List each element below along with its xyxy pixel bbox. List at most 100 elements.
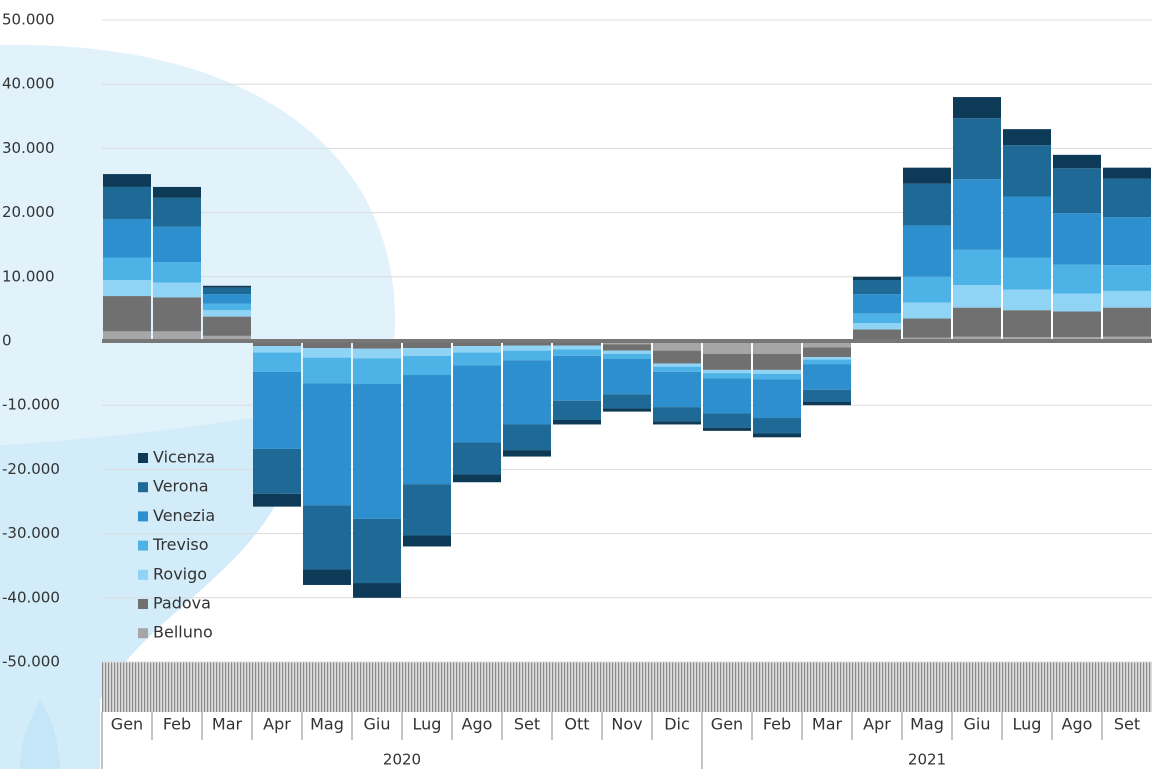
bar-segment (803, 359, 851, 365)
bar-segment (753, 373, 801, 380)
bar-segment (103, 257, 151, 281)
bar-segment (603, 353, 651, 359)
bar-segment (153, 297, 201, 332)
bar-segment (453, 352, 501, 366)
y-tick-label: -40.000 (2, 588, 60, 606)
bar-segment (953, 249, 1001, 286)
bar-segment (503, 342, 551, 346)
bar-segment (803, 364, 851, 390)
bar-segment (753, 353, 801, 370)
bar-segment (103, 219, 151, 258)
bar-segment (953, 307, 1001, 337)
bar-segment (903, 183, 951, 226)
bar-segment (903, 276, 951, 303)
bar-segment (703, 369, 751, 374)
bar-segment (103, 280, 151, 297)
bar-segment (1103, 178, 1151, 218)
bar-segment (253, 448, 301, 494)
bar-segment (753, 341, 801, 354)
bar-segment (153, 226, 201, 263)
x-tick-label: Lug (413, 715, 442, 734)
bar-segment (553, 342, 601, 346)
bar-segment (1103, 265, 1151, 291)
bar-segment (403, 484, 451, 536)
x-tick-label: Gen (111, 715, 143, 734)
bar-segment (353, 342, 401, 349)
bar-segment (553, 349, 601, 356)
y-tick-label: 0 (2, 332, 12, 350)
bar-segment (653, 366, 701, 372)
x-tick-label: Feb (163, 715, 191, 734)
legend-swatch (138, 599, 148, 609)
bar-segment (603, 408, 651, 412)
bar-segment (353, 384, 401, 519)
y-tick-label: 50.000 (2, 11, 55, 29)
bar-segment (453, 474, 501, 483)
bar-segment (1003, 257, 1051, 290)
bar-segment (803, 347, 851, 358)
x-tick-label: Mar (212, 715, 243, 734)
y-tick-label: -50.000 (2, 653, 60, 671)
bar-segment (853, 280, 901, 295)
bar-segment (353, 348, 401, 359)
x-tick-label: Giu (964, 715, 991, 734)
bar-segment (503, 350, 551, 361)
x-tick-label: Apr (863, 715, 891, 734)
bar-segment (553, 400, 601, 420)
legend-swatch (138, 569, 148, 580)
bar-segment (253, 346, 301, 353)
bar-segment (203, 287, 251, 295)
bar-segment (853, 294, 901, 314)
bar-segment (553, 345, 601, 350)
bar-segment (903, 318, 951, 338)
bar-segment (553, 355, 601, 401)
bar-segment (303, 357, 351, 384)
bar-segment (453, 442, 501, 475)
bar-segment (503, 450, 551, 457)
legend-label: Vicenza (153, 448, 215, 467)
bar-segment (753, 369, 801, 374)
bar-segment (953, 285, 1001, 308)
bar-segment (303, 342, 351, 349)
bar-segment (1003, 145, 1051, 197)
bar-segment (103, 174, 151, 187)
legend-swatch (138, 453, 148, 463)
bar-segment (1103, 307, 1151, 337)
bar-segment (1003, 129, 1051, 146)
bar-segment (353, 358, 401, 385)
x-tick-label: Giu (364, 715, 391, 734)
x-tick-label: Set (1114, 715, 1140, 734)
bar-segment (503, 424, 551, 451)
bar-segment (703, 353, 751, 370)
bar-segment (153, 282, 201, 298)
bar-segment (953, 336, 1001, 341)
x-tick-label: Ott (564, 715, 589, 734)
legend-label: Padova (153, 594, 211, 613)
bar-segment (203, 303, 251, 311)
bar-segment (853, 276, 901, 281)
bar-segment (1053, 264, 1101, 294)
bar-segment (853, 323, 901, 330)
bar-segment (703, 373, 751, 379)
bar-segment (303, 348, 351, 358)
bar-segment (253, 493, 301, 507)
bar-segment (403, 355, 451, 376)
year-label: 2021 (908, 751, 946, 769)
year-label: 2020 (383, 751, 421, 769)
y-tick-label: -10.000 (2, 396, 60, 414)
bar-segment (803, 389, 851, 402)
y-tick-label: -20.000 (2, 460, 60, 478)
bar-segment (653, 407, 701, 422)
decorative-band (102, 662, 1152, 712)
bar-segment (103, 331, 151, 341)
bar-segment (303, 569, 351, 585)
bar-segment (653, 350, 701, 364)
x-tick-label: Mag (310, 715, 344, 734)
bar-segment (603, 358, 651, 395)
bar-segment (803, 401, 851, 406)
bar-segment (653, 371, 701, 408)
y-tick-label: -30.000 (2, 524, 60, 542)
x-tick-label: Set (514, 715, 540, 734)
bar-segment (153, 262, 201, 283)
bar-segment (353, 583, 401, 598)
